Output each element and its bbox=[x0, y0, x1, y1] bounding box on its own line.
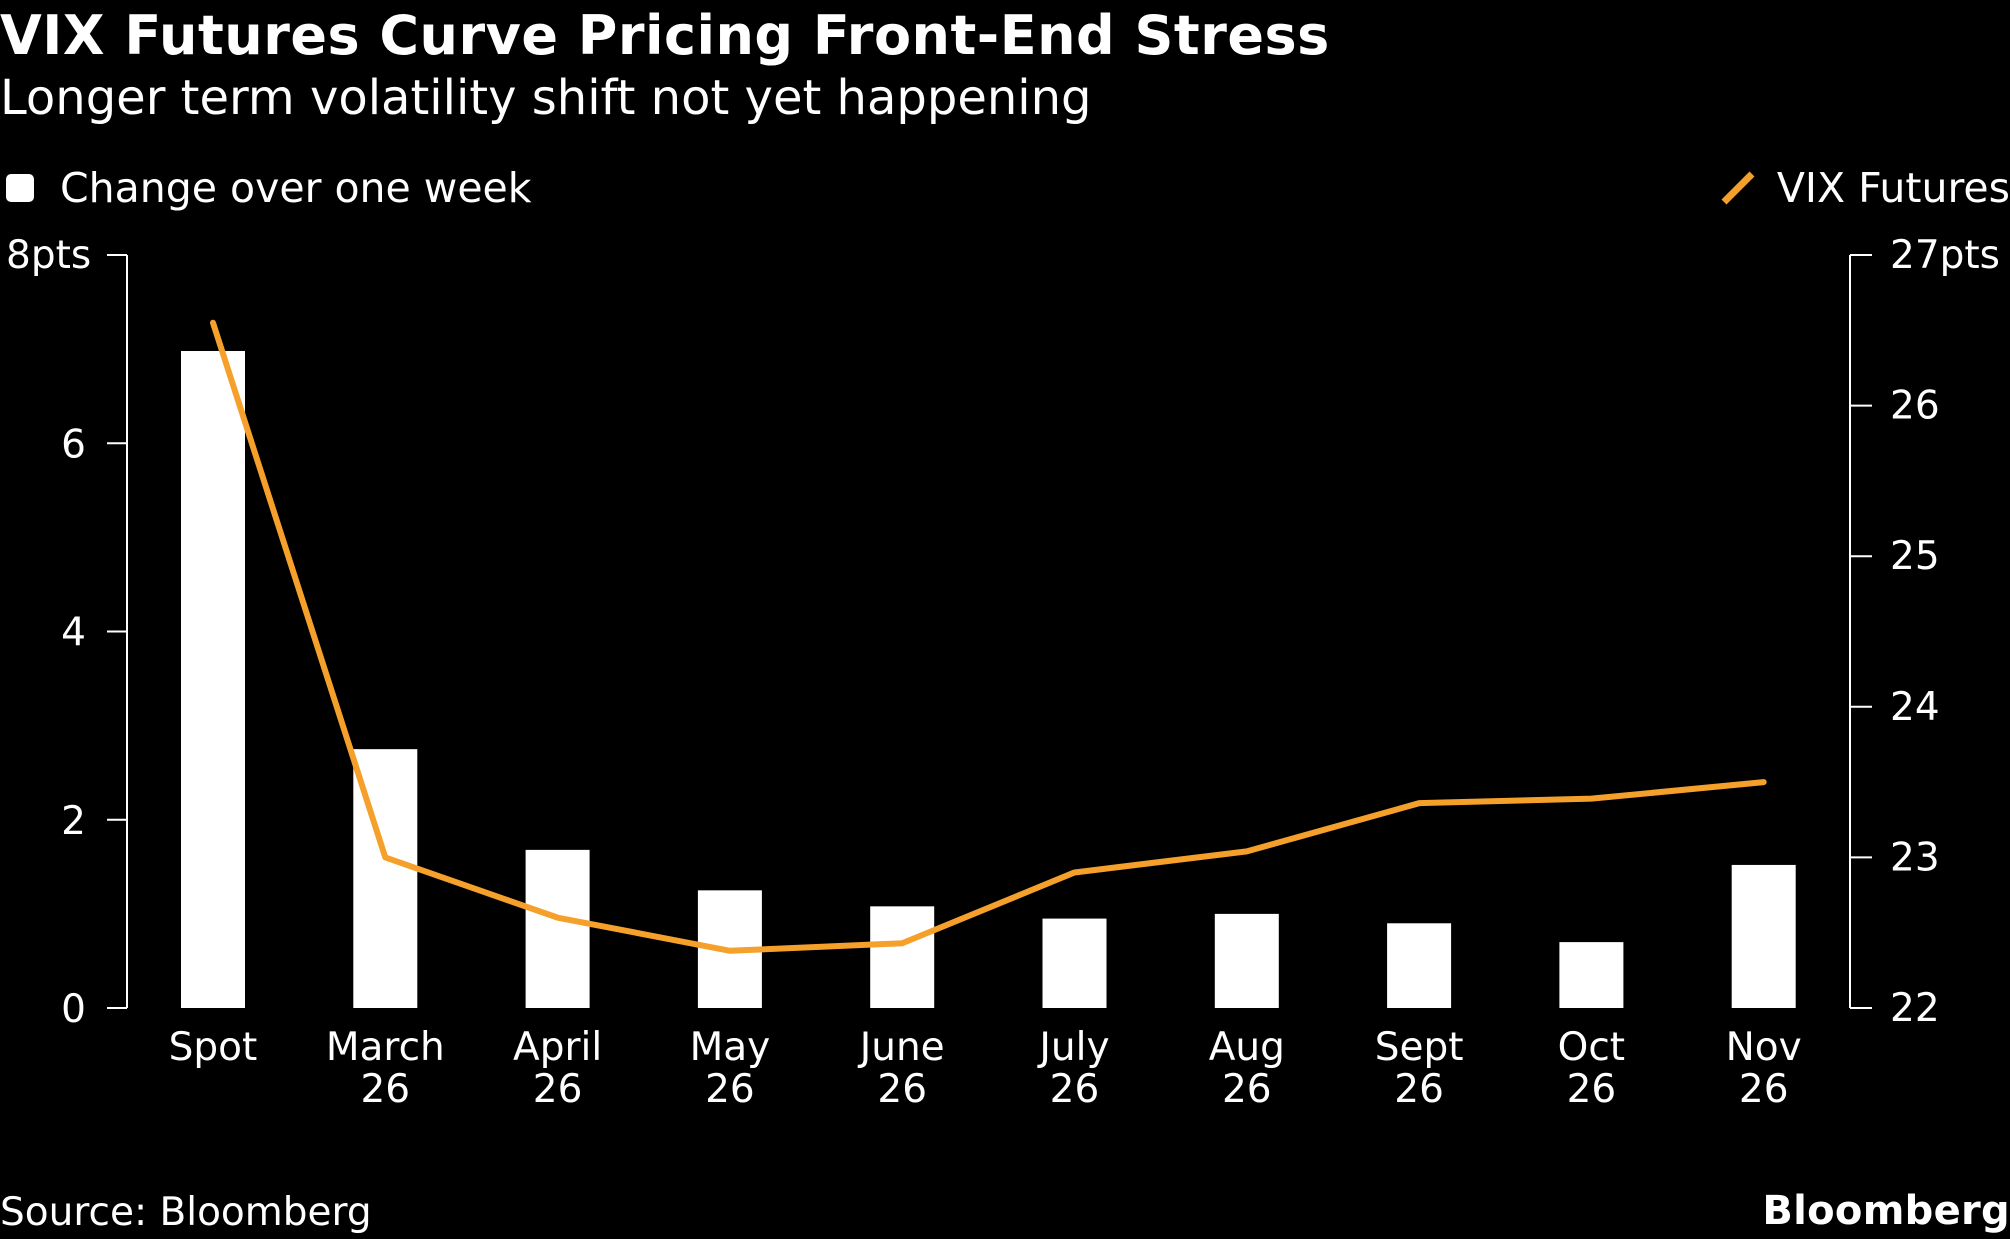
y-left-tick-label: 6 bbox=[61, 422, 86, 467]
y-right-tick-label: 25 bbox=[1890, 534, 1940, 579]
legend-line-swatch bbox=[1721, 171, 1755, 205]
bar bbox=[525, 849, 590, 1008]
brand-logo: Bloomberg bbox=[1762, 1188, 2010, 1234]
legend-line-label: VIX Futures bbox=[1776, 164, 2010, 212]
bar bbox=[1559, 942, 1624, 1008]
y-left-tick-label: 8pts bbox=[6, 233, 91, 278]
y-right-tick-label: 26 bbox=[1890, 384, 1940, 429]
x-tick-label: 26 bbox=[1567, 1067, 1617, 1112]
bar bbox=[181, 351, 245, 1008]
x-tick-label: Spot bbox=[169, 1025, 258, 1070]
legend-bar-swatch bbox=[6, 174, 34, 202]
y-right-tick-label: 24 bbox=[1890, 685, 1940, 730]
bar bbox=[1042, 918, 1107, 1008]
x-tick-label: 26 bbox=[877, 1067, 927, 1112]
x-tick-label: 26 bbox=[360, 1067, 410, 1112]
x-tick-label: April bbox=[513, 1025, 602, 1070]
x-tick-label: 26 bbox=[533, 1067, 583, 1112]
source-note: Source: Bloomberg bbox=[0, 1190, 372, 1235]
y-left-tick-label: 2 bbox=[61, 799, 86, 844]
x-tick-label: Sept bbox=[1375, 1025, 1464, 1070]
bar bbox=[1214, 913, 1279, 1008]
x-tick-label: Nov bbox=[1726, 1025, 1802, 1070]
legend-bar-label: Change over one week bbox=[60, 164, 532, 212]
chart-subtitle: Longer term volatility shift not yet hap… bbox=[0, 70, 1092, 126]
x-tick-label: July bbox=[1036, 1025, 1109, 1070]
x-tick-label: 26 bbox=[1394, 1067, 1444, 1112]
x-tick-label: 26 bbox=[705, 1067, 755, 1112]
legend-line: VIX Futures bbox=[1721, 164, 2010, 212]
bar bbox=[870, 906, 935, 1008]
y-left-tick-label: 0 bbox=[61, 987, 86, 1032]
bar bbox=[1387, 923, 1452, 1008]
bar bbox=[1731, 864, 1796, 1008]
y-right-tick-label: 23 bbox=[1890, 835, 1940, 880]
x-tick-label: 26 bbox=[1222, 1067, 1272, 1112]
x-tick-label: Aug bbox=[1209, 1025, 1285, 1070]
y-left-tick-label: 4 bbox=[61, 611, 86, 656]
y-right-tick-label: 27pts bbox=[1890, 233, 2000, 278]
y-right-tick-label: 22 bbox=[1890, 986, 1940, 1031]
vix-futures-line bbox=[210, 319, 1767, 954]
legend-bars: Change over one week bbox=[6, 164, 532, 212]
x-tick-label: 26 bbox=[1739, 1067, 1789, 1112]
x-tick-label: May bbox=[690, 1025, 771, 1070]
x-tick-label: Oct bbox=[1558, 1025, 1625, 1070]
x-tick-label: March bbox=[326, 1025, 445, 1070]
x-tick-label: 26 bbox=[1050, 1067, 1100, 1112]
chart-title: VIX Futures Curve Pricing Front-End Stre… bbox=[0, 4, 1330, 67]
x-tick-label: June bbox=[857, 1025, 945, 1070]
